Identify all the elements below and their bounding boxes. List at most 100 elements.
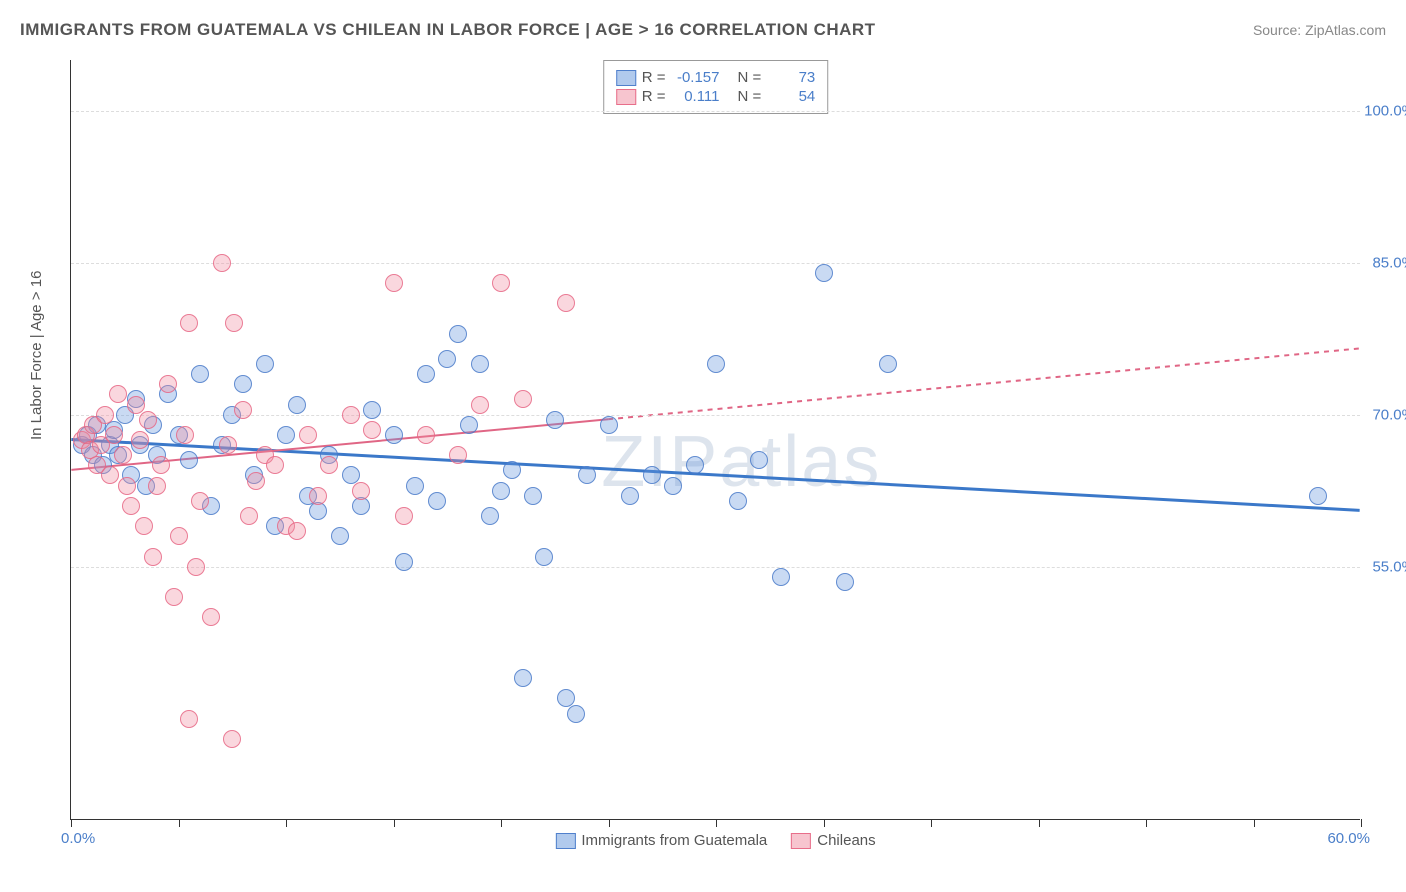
r-label: R =: [642, 69, 666, 86]
r-label: R =: [642, 88, 666, 105]
scatter-point: [729, 492, 747, 510]
y-tick-label: 55.0%: [1372, 558, 1406, 575]
scatter-point: [438, 350, 456, 368]
gridline: [71, 111, 1360, 112]
scatter-point: [191, 492, 209, 510]
scatter-point: [567, 705, 585, 723]
scatter-point: [277, 426, 295, 444]
scatter-point: [105, 426, 123, 444]
x-tick: [716, 819, 717, 827]
scatter-point: [481, 507, 499, 525]
scatter-point: [114, 446, 132, 464]
x-tick: [609, 819, 610, 827]
scatter-point: [202, 608, 220, 626]
scatter-point: [170, 527, 188, 545]
legend-label: Immigrants from Guatemala: [581, 832, 767, 849]
scatter-point: [417, 365, 435, 383]
scatter-point: [223, 730, 241, 748]
scatter-point: [514, 390, 532, 408]
x-tick: [71, 819, 72, 827]
scatter-point: [578, 466, 596, 484]
scatter-point: [131, 431, 149, 449]
scatter-point: [256, 355, 274, 373]
scatter-point: [879, 355, 897, 373]
scatter-point: [395, 507, 413, 525]
x-tick: [931, 819, 932, 827]
x-tick: [1361, 819, 1362, 827]
y-tick-label: 100.0%: [1364, 102, 1406, 119]
legend-item: Chileans: [791, 832, 875, 849]
scatter-point: [503, 461, 521, 479]
scatter-point: [557, 294, 575, 312]
scatter-point: [309, 487, 327, 505]
y-tick-label: 70.0%: [1372, 406, 1406, 423]
x-axis-start-label: 0.0%: [61, 830, 95, 847]
trend-lines: [71, 60, 1360, 819]
scatter-point: [144, 548, 162, 566]
scatter-point: [1309, 487, 1327, 505]
scatter-point: [213, 254, 231, 272]
scatter-point: [772, 568, 790, 586]
gridline: [71, 567, 1360, 568]
watermark-text: ZIPatlas: [601, 421, 881, 503]
scatter-point: [187, 558, 205, 576]
scatter-point: [643, 466, 661, 484]
legend-item: Immigrants from Guatemala: [555, 832, 767, 849]
scatter-point: [600, 416, 618, 434]
scatter-point: [449, 446, 467, 464]
scatter-point: [428, 492, 446, 510]
scatter-point: [385, 274, 403, 292]
scatter-point: [331, 527, 349, 545]
r-value: -0.157: [672, 69, 720, 86]
scatter-point: [225, 314, 243, 332]
legend-swatch-icon: [555, 833, 575, 849]
scatter-point: [471, 396, 489, 414]
scatter-point: [514, 669, 532, 687]
stats-row: R =0.111N =54: [616, 88, 816, 105]
scatter-point: [247, 472, 265, 490]
scatter-point: [180, 451, 198, 469]
scatter-point: [385, 426, 403, 444]
scatter-point: [165, 588, 183, 606]
gridline: [71, 415, 1360, 416]
scatter-point: [342, 406, 360, 424]
source-label: Source: ZipAtlas.com: [1253, 22, 1386, 38]
scatter-point: [460, 416, 478, 434]
scatter-point: [152, 456, 170, 474]
scatter-point: [127, 396, 145, 414]
scatter-point: [240, 507, 258, 525]
x-tick: [1039, 819, 1040, 827]
scatter-point: [234, 375, 252, 393]
scatter-point: [546, 411, 564, 429]
scatter-point: [524, 487, 542, 505]
x-tick: [824, 819, 825, 827]
n-label: N =: [738, 88, 762, 105]
scatter-point: [535, 548, 553, 566]
scatter-point: [750, 451, 768, 469]
chart-plot-area: ZIPatlas R =-0.157N =73R =0.111N =54 0.0…: [70, 60, 1360, 820]
y-tick-label: 85.0%: [1372, 254, 1406, 271]
scatter-point: [836, 573, 854, 591]
scatter-point: [191, 365, 209, 383]
x-tick: [179, 819, 180, 827]
scatter-point: [492, 482, 510, 500]
scatter-point: [363, 401, 381, 419]
scatter-point: [122, 497, 140, 515]
scatter-point: [180, 710, 198, 728]
scatter-point: [96, 406, 114, 424]
scatter-point: [664, 477, 682, 495]
scatter-point: [219, 436, 237, 454]
x-tick: [286, 819, 287, 827]
scatter-point: [266, 456, 284, 474]
scatter-point: [352, 482, 370, 500]
scatter-point: [621, 487, 639, 505]
x-tick: [1254, 819, 1255, 827]
scatter-point: [299, 426, 317, 444]
scatter-point: [109, 385, 127, 403]
scatter-point: [417, 426, 435, 444]
n-value: 54: [767, 88, 815, 105]
legend-label: Chileans: [817, 832, 875, 849]
scatter-point: [101, 466, 119, 484]
scatter-point: [288, 396, 306, 414]
n-label: N =: [738, 69, 762, 86]
